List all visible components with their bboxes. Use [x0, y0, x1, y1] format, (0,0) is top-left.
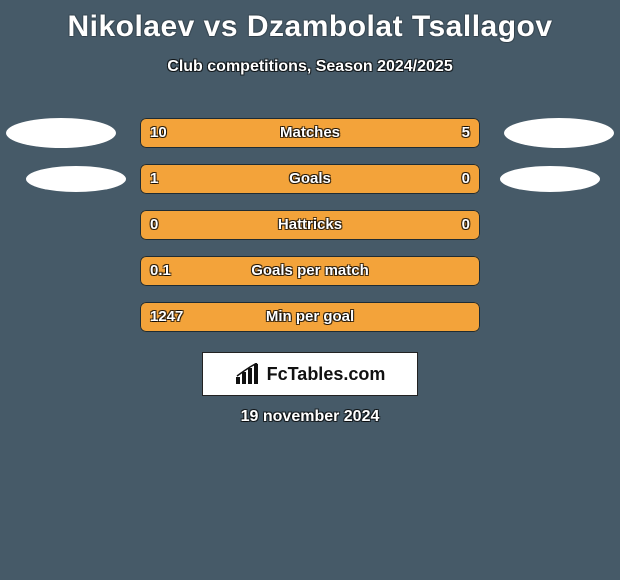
- chart-date: 19 november 2024: [0, 408, 620, 426]
- logo-text: FcTables.com: [267, 364, 386, 385]
- stat-label: Goals per match: [140, 256, 480, 286]
- stat-bar: 10Goals: [140, 164, 480, 194]
- stat-rows: 105Matches 10Goals 00Hattricks 0.1Goals per…: [0, 118, 620, 348]
- stat-bar: 0.1Goals per match: [140, 256, 480, 286]
- stat-bar: 00Hattricks: [140, 210, 480, 240]
- comparison-chart: Nikolaev vs Dzambolat Tsallagov Nikolaev…: [0, 0, 620, 580]
- title-text: Nikolaev vs Dzambolat Tsallagov: [0, 10, 620, 44]
- stat-row: 105Matches: [0, 118, 620, 148]
- pill-right: [500, 166, 600, 192]
- stat-row: 0.1Goals per match: [0, 256, 620, 286]
- bars-icon: [235, 363, 261, 385]
- stat-bar: 105Matches: [140, 118, 480, 148]
- chart-title: Nikolaev vs Dzambolat Tsallagov Nikolaev…: [0, 0, 620, 44]
- logo-box: FcTables.com: [202, 352, 418, 396]
- pill-right: [504, 118, 614, 148]
- stat-row: 1247Min per goal: [0, 302, 620, 332]
- stat-bar: 1247Min per goal: [140, 302, 480, 332]
- stat-label: Matches: [140, 118, 480, 148]
- pill-left: [26, 166, 126, 192]
- stat-row: 10Goals: [0, 164, 620, 194]
- chart-subtitle: Club competitions, Season 2024/2025: [0, 58, 620, 76]
- pill-left: [6, 118, 116, 148]
- stat-label: Hattricks: [140, 210, 480, 240]
- stat-row: 00Hattricks: [0, 210, 620, 240]
- stat-label: Goals: [140, 164, 480, 194]
- stat-label: Min per goal: [140, 302, 480, 332]
